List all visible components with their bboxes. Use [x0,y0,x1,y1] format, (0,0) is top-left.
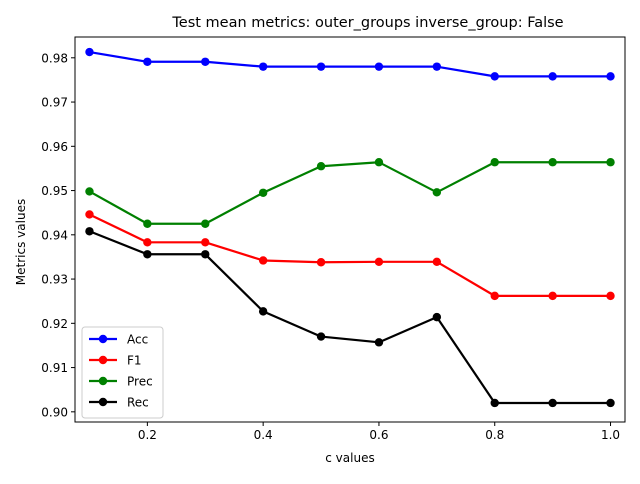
data-point-prec [258,188,268,197]
data-point-prec [432,188,442,197]
x-tick-label: 0.4 [254,428,273,442]
y-tick-label: 0.93 [41,273,68,287]
data-point-rec [201,250,210,259]
data-point-acc [374,62,384,71]
series-line-f1 [88,213,611,297]
data-point-prec [143,219,152,228]
series-line-acc [89,50,611,78]
legend-marker-rec [98,397,108,407]
legend-label-rec: Rec [127,396,149,410]
data-point-prec [374,158,384,167]
legend-marker-acc [98,334,108,344]
data-point-f1 [201,238,210,247]
data-point-acc [490,72,499,81]
data-point-f1 [548,291,557,301]
y-tick-label: 0.96 [41,140,68,154]
series-line-rec [89,230,611,405]
y-tick-label: 0.91 [41,361,68,375]
data-point-rec [143,250,152,259]
data-point-f1 [85,210,94,219]
legend-box [81,326,164,419]
data-point-rec [258,307,268,316]
data-point-f1 [374,257,384,267]
y-tick-label: 0.90 [41,405,68,419]
y-tick-label: 0.95 [41,184,68,198]
legend-label-f1: F1 [127,354,142,368]
data-point-acc [85,47,94,57]
data-point-acc [432,62,442,71]
legend: Acc F1 Prec Rec [81,326,164,419]
y-tick-label: 0.97 [41,96,68,110]
data-point-acc [316,62,326,71]
series-line-prec [88,161,611,225]
y-axis-label: Metrics values [14,199,28,285]
legend-marker-f1 [98,355,108,365]
legend-label-prec: Prec [127,375,153,389]
data-point-f1 [258,256,268,265]
x-axis-label: c values [325,451,374,465]
data-point-prec [606,158,615,167]
data-point-rec [316,332,326,341]
data-point-prec [85,187,94,196]
plot-area-frame [74,36,626,423]
x-tick-label: 0.8 [485,428,504,442]
data-point-prec [548,158,557,167]
data-point-f1 [432,257,442,267]
data-point-prec [201,219,210,228]
data-point-acc [258,62,268,71]
data-point-f1 [143,238,152,247]
y-tick-label: 0.92 [41,317,68,331]
data-point-rec [432,312,442,322]
data-point-prec [490,158,499,167]
data-point-rec [374,338,384,347]
data-point-acc [606,72,615,81]
data-point-acc [548,72,557,81]
data-point-f1 [606,291,615,301]
data-point-prec [316,162,326,171]
data-point-f1 [316,258,326,267]
data-point-rec [606,398,615,408]
data-point-acc [201,57,210,66]
x-tick-label: 0.6 [369,428,388,442]
data-point-acc [143,57,152,66]
chart-title: Test mean metrics: outer_groups inverse_… [171,15,563,31]
data-point-rec [85,227,94,236]
y-tick-label: 0.94 [41,228,68,242]
data-point-rec [490,398,499,408]
data-point-rec [548,398,557,408]
y-tick-label: 0.98 [41,51,68,65]
legend-marker-prec [98,376,108,386]
x-tick-label: 1.0 [601,428,620,442]
data-point-f1 [490,291,499,301]
legend-label-acc: Acc [127,333,148,347]
x-tick-label: 0.2 [138,428,157,442]
